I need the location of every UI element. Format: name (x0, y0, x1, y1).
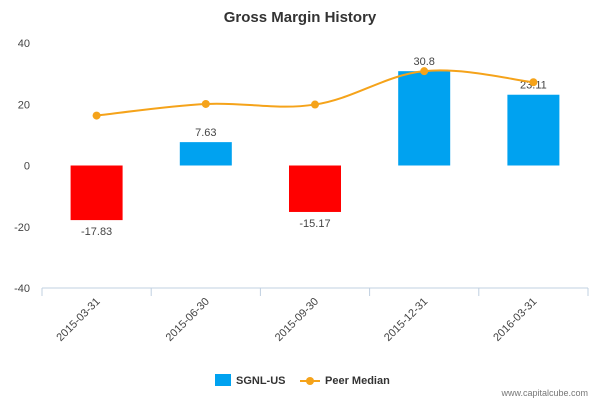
x-tick-label: 2015-06-30 (164, 296, 212, 344)
bar-series (70, 71, 560, 221)
y-tick-label: -40 (14, 283, 30, 295)
bar (398, 71, 451, 166)
y-axis: -40 -20 0 20 40 (14, 38, 30, 295)
legend-swatch-sgnl (215, 374, 231, 386)
bar (70, 165, 123, 221)
bar (289, 165, 341, 212)
peer-median-point (201, 99, 210, 108)
legend-marker-peer (306, 377, 314, 385)
x-tick-label: 2015-09-30 (273, 296, 321, 344)
peer-median-series (92, 67, 538, 120)
bar (507, 94, 560, 166)
bar (179, 142, 232, 166)
peer-median-point (529, 78, 538, 87)
bar-data-label: -15.17 (299, 218, 330, 230)
x-axis: 2015-03-31 2015-06-30 2015-09-30 2015-12-31… (41, 287, 589, 344)
peer-median-point (420, 67, 429, 76)
x-tick-label: 2015-12-31 (382, 296, 430, 344)
x-tick-label: 2016-03-31 (491, 296, 539, 344)
y-tick-label: -20 (14, 222, 30, 234)
y-tick-label: 0 (24, 161, 30, 173)
chart-title: Gross Margin History (224, 9, 377, 26)
y-tick-label: 20 (18, 99, 30, 111)
bar-data-label: -17.83 (81, 226, 112, 238)
legend-label-peer: Peer Median (325, 375, 390, 387)
y-tick-label: 40 (18, 38, 30, 50)
peer-median-line (96, 69, 534, 117)
credit-text: www.capitalcube.com (500, 388, 588, 398)
bar-data-label: 7.63 (195, 127, 216, 139)
legend-label-sgnl: SGNL-US (236, 375, 286, 387)
bar-data-label: 30.8 (413, 56, 434, 68)
peer-median-point (311, 100, 319, 109)
legend: SGNL-US Peer Median (215, 374, 390, 387)
x-tick-label: 2015-03-31 (54, 296, 102, 344)
peer-median-point (92, 111, 101, 120)
